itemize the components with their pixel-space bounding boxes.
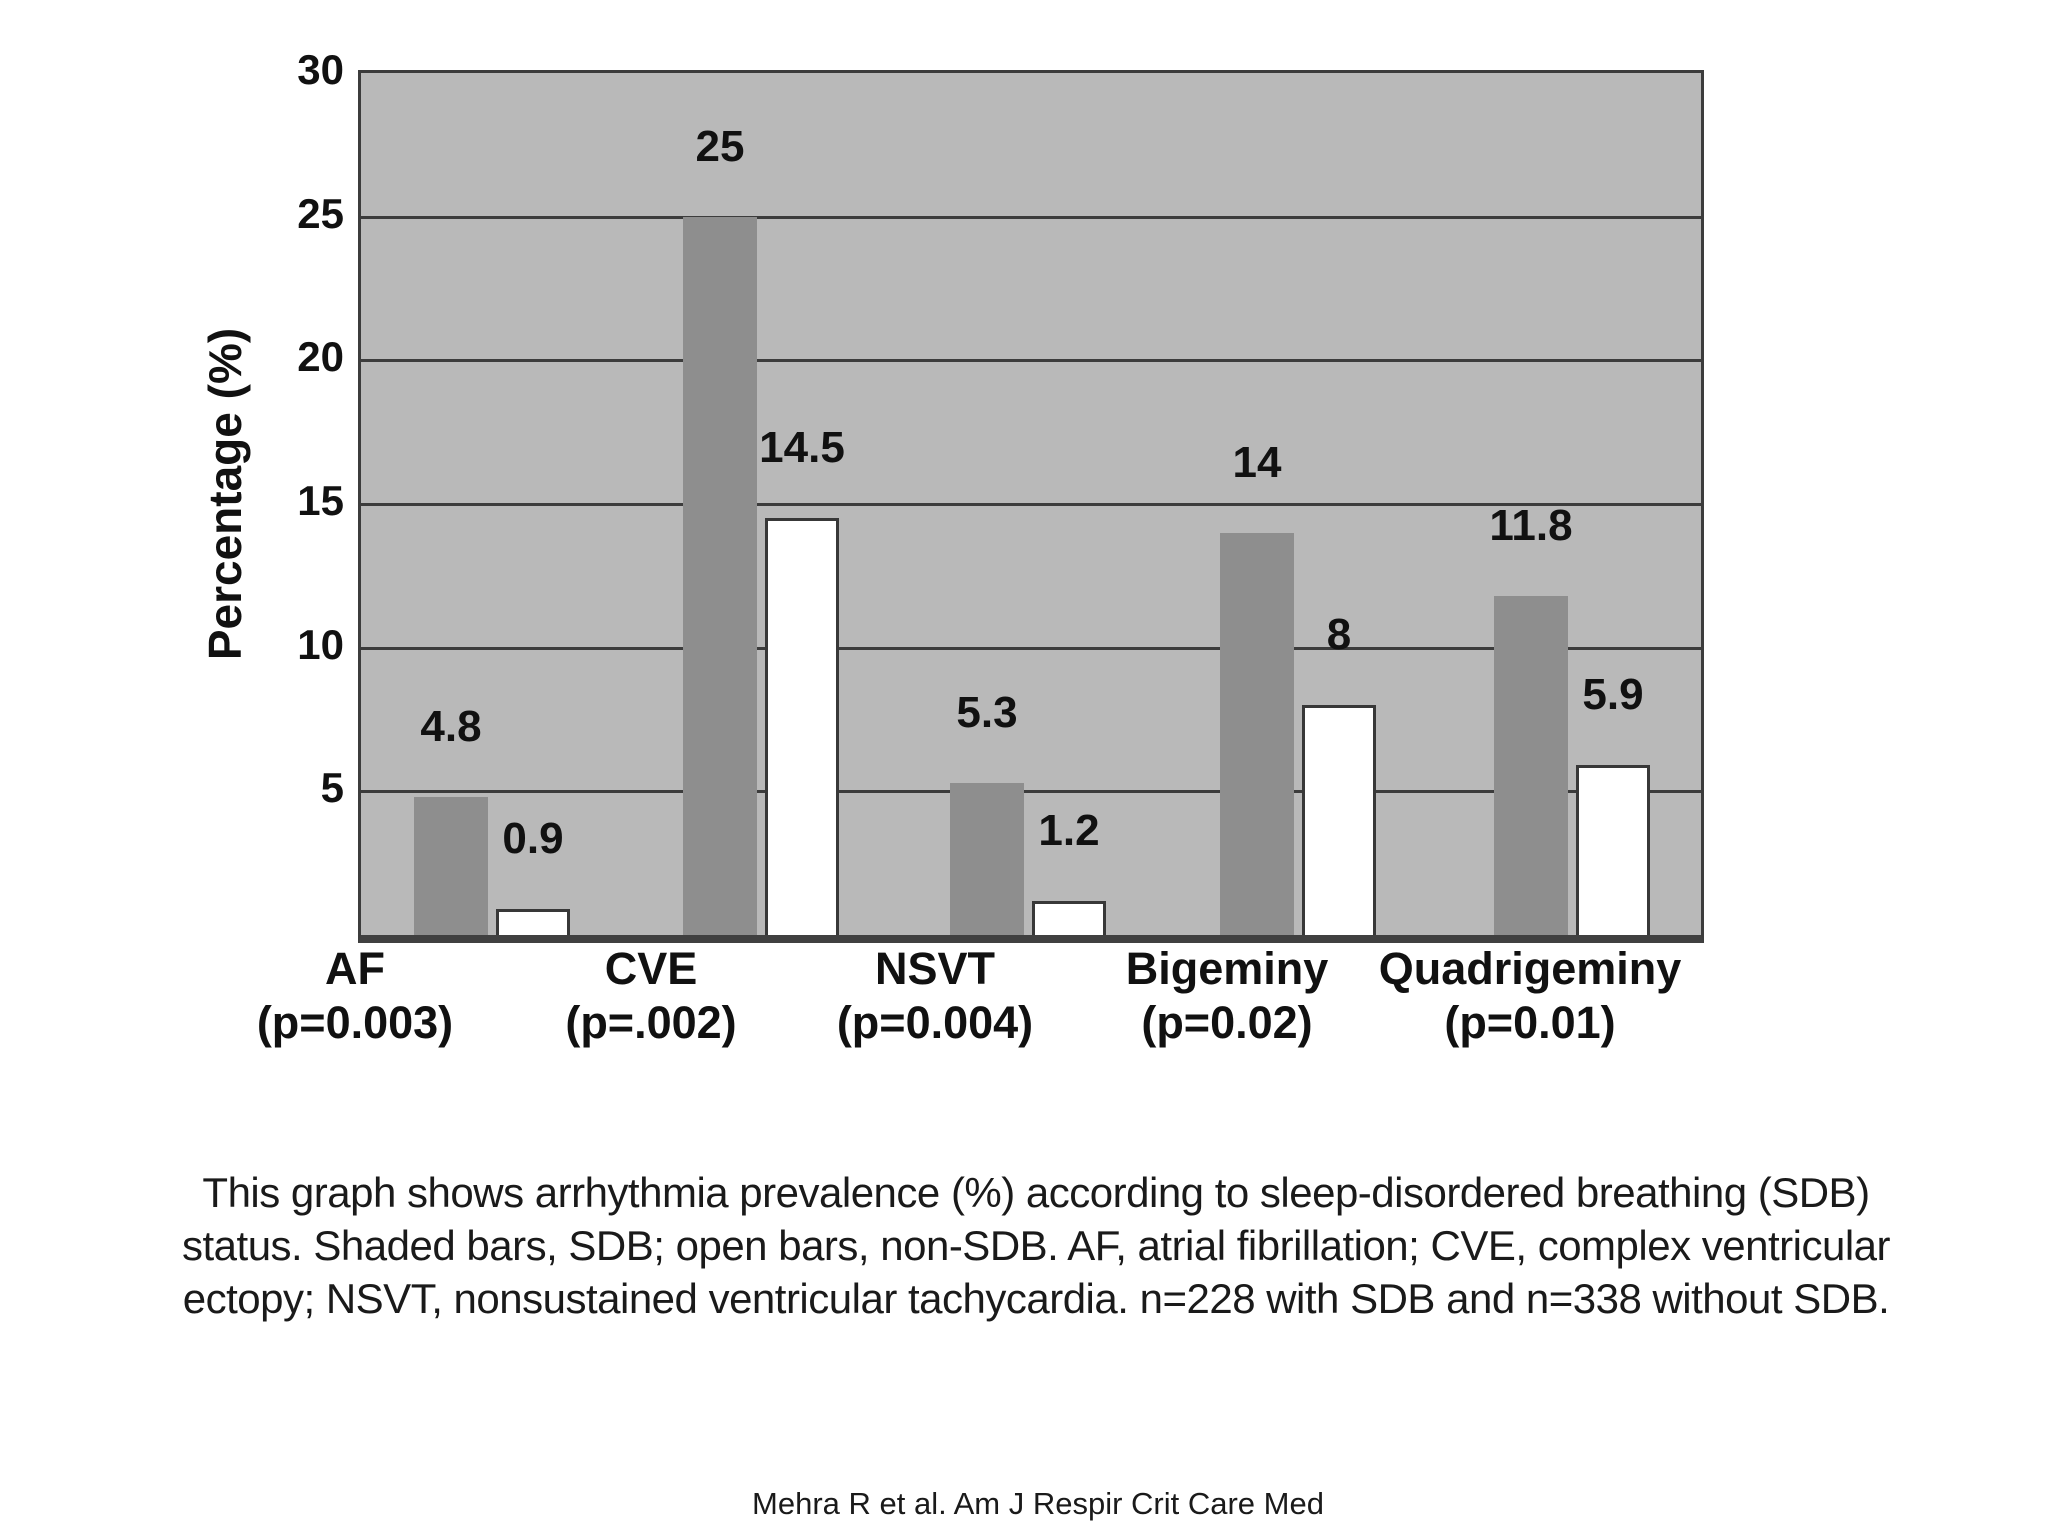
category-pvalue: (p=0.003) [256,997,454,1048]
category-pvalue: (p=0.004) [836,997,1034,1048]
category-pvalue: (p=0.01) [1444,997,1616,1048]
value-label-non-SDB-Quadrigeminy: 5.9 [1582,670,1644,719]
bar-non-SDB-Bigeminy [1302,705,1376,935]
value-label-SDB-AF: 4.8 [420,702,482,751]
category-pvalue: (p=.002) [565,997,737,1048]
y-tick-label-20: 20 [297,333,344,381]
value-label-non-SDB-Bigeminy: 8 [1326,610,1352,659]
bar-SDB-CVE [683,217,757,935]
category-name: AF [325,943,385,994]
bar-SDB-Quadrigeminy [1494,596,1568,935]
category-name: Bigeminy [1125,943,1329,994]
category-name: CVE [604,943,698,994]
value-label-SDB-Quadrigeminy: 11.8 [1489,501,1573,550]
category-label-AF: AF (p=0.003) [135,942,575,1050]
bar-non-SDB-NSVT [1032,901,1106,935]
caption-line: status. Shaded bars, SDB; open bars, non… [182,1222,1891,1269]
category-pvalue: (p=0.02) [1141,997,1313,1048]
bar-non-SDB-CVE [765,518,839,935]
plot-area: 4.8 0.9 25 14.5 5.3 1.2 14 8 11.8 5.9 [358,70,1704,943]
value-label-non-SDB-NSVT: 1.2 [1038,806,1100,855]
category-label-NSVT: NSVT (p=0.004) [715,942,1155,1050]
category-label-CVE: CVE (p=.002) [431,942,871,1050]
y-tick-label-15: 15 [297,477,344,524]
category-label-Bigeminy: Bigeminy (p=0.02) [1007,942,1447,1050]
gridline-10 [361,646,1701,650]
bar-SDB-NSVT [950,783,1024,935]
gridline-20 [361,359,1701,363]
bar-SDB-Bigeminy [1220,533,1294,935]
citation: Mehra R et al. Am J Respir Crit Care Med… [28,1442,2048,1536]
category-name: NSVT [874,943,995,994]
gridline-5 [361,790,1701,794]
bar-non-SDB-Quadrigeminy [1576,765,1650,935]
caption-line: This graph shows arrhythmia prevalence (… [202,1169,1870,1216]
value-label-SDB-CVE: 25 [695,122,745,171]
y-tick-label-25: 25 [297,189,344,237]
y-tick-label-30: 30 [297,46,344,93]
citation-line: Mehra R et al. Am J Respir Crit Care Med [752,1486,1324,1521]
value-label-SDB-Bigeminy: 14 [1232,438,1282,487]
category-label-Quadrigeminy: Quadrigeminy (p=0.01) [1310,942,1750,1050]
figure-caption: This graph shows arrhythmia prevalence (… [24,1166,2048,1325]
value-label-SDB-NSVT: 5.3 [956,688,1018,737]
value-label-non-SDB-AF: 0.9 [502,814,564,863]
category-name: Quadrigeminy [1378,943,1682,994]
value-label-non-SDB-CVE: 14.5 [759,423,845,472]
y-tick-label-10: 10 [297,620,344,668]
gridline-15 [361,503,1701,506]
bar-non-SDB-AF [496,909,570,935]
caption-line: ectopy; NSVT, nonsustained ventricular t… [182,1275,1890,1322]
y-tick-label-5: 5 [320,764,344,812]
gridline-25 [361,215,1701,219]
bar-SDB-AF [414,797,488,935]
